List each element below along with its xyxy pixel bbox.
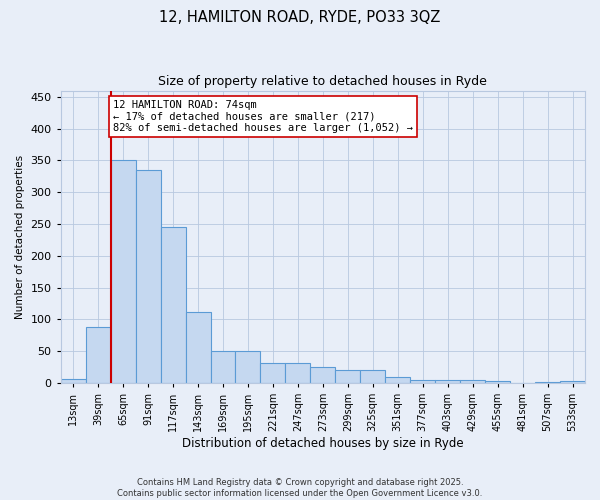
- Bar: [310, 367, 335, 383]
- Bar: [435, 380, 460, 383]
- Bar: [185, 312, 211, 383]
- Bar: [410, 380, 435, 383]
- Bar: [161, 226, 185, 383]
- Bar: [286, 362, 310, 383]
- Bar: [110, 160, 136, 383]
- Bar: [335, 370, 361, 383]
- Text: 12, HAMILTON ROAD, RYDE, PO33 3QZ: 12, HAMILTON ROAD, RYDE, PO33 3QZ: [160, 10, 440, 25]
- Bar: [235, 351, 260, 383]
- X-axis label: Distribution of detached houses by size in Ryde: Distribution of detached houses by size …: [182, 437, 464, 450]
- Bar: [361, 370, 385, 383]
- Bar: [260, 362, 286, 383]
- Bar: [485, 381, 510, 383]
- Bar: [560, 381, 585, 383]
- Bar: [86, 327, 110, 383]
- Title: Size of property relative to detached houses in Ryde: Size of property relative to detached ho…: [158, 75, 487, 88]
- Y-axis label: Number of detached properties: Number of detached properties: [15, 154, 25, 319]
- Bar: [460, 380, 485, 383]
- Bar: [385, 376, 410, 383]
- Text: Contains HM Land Registry data © Crown copyright and database right 2025.
Contai: Contains HM Land Registry data © Crown c…: [118, 478, 482, 498]
- Bar: [535, 382, 560, 383]
- Bar: [136, 170, 161, 383]
- Text: 12 HAMILTON ROAD: 74sqm
← 17% of detached houses are smaller (217)
82% of semi-d: 12 HAMILTON ROAD: 74sqm ← 17% of detache…: [113, 100, 413, 134]
- Bar: [211, 351, 235, 383]
- Bar: [61, 379, 86, 383]
